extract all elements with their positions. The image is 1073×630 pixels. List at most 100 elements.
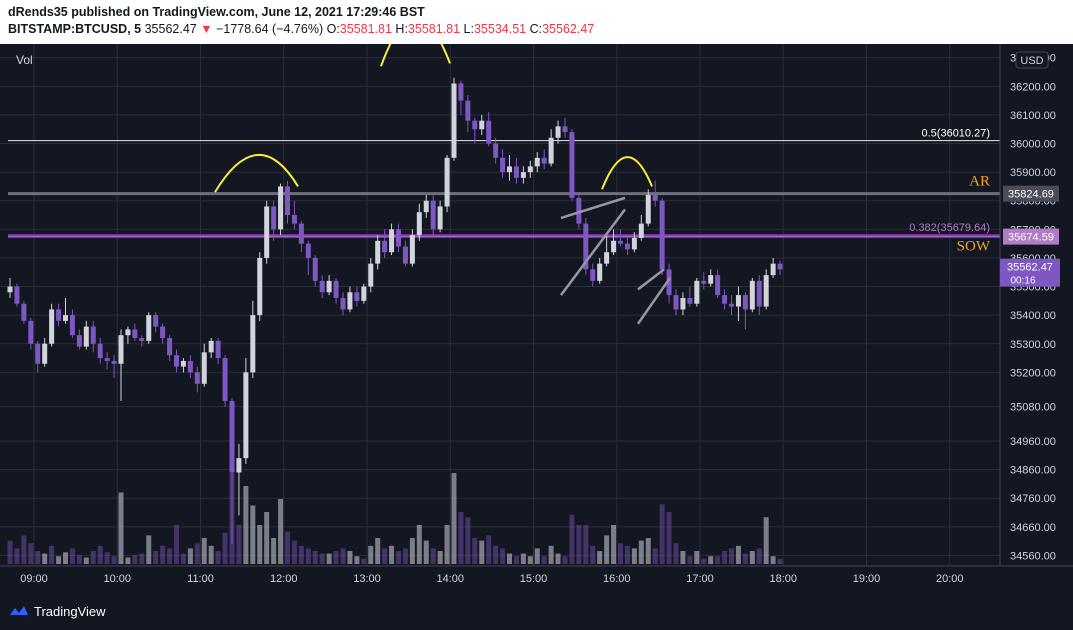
wedge-line [637,268,665,291]
price-tick-label: 35080.00 [1010,402,1056,414]
volume-bar [507,553,512,564]
volume-bar [451,473,457,564]
candle-body [548,137,554,164]
volume-bar [194,543,200,564]
candle-body [361,286,367,301]
candle-body [763,275,769,307]
candle-body [97,343,103,359]
volume-bar [90,551,96,564]
candle-body [347,292,353,310]
tradingview-icon [10,606,28,615]
volume-bar [541,556,547,564]
candle-body [167,338,173,356]
volume-bar [569,514,575,564]
price-axis[interactable] [1000,44,1073,594]
volume-bar [409,538,415,564]
candle-body [652,195,658,201]
volume-bar [139,553,145,564]
candle-body [624,243,630,250]
price-tick-label: 36000.00 [1010,139,1056,151]
volume-bar [472,538,478,564]
high-label: H: [395,22,408,36]
volume-bar [631,548,637,564]
annotation-arc [214,153,299,193]
volume-bar [389,545,395,564]
currency-badge[interactable] [1015,51,1049,69]
volume-bar [35,551,41,564]
volume-bar [146,535,152,564]
volume-bar [250,505,256,564]
candle-body [111,360,117,364]
candle-body [729,303,734,307]
volume-bar [319,553,325,564]
close-label: C: [529,22,543,36]
volume-bar [396,551,401,564]
candle-body [465,100,471,121]
candle-body [770,263,776,276]
candle-body [333,280,339,298]
close-value: 35562.47 [542,22,595,36]
candle-body [583,223,589,270]
candle-body [742,295,748,310]
volume-bar [687,556,693,564]
candle-body [708,275,714,284]
candle-body [479,120,485,130]
candle-body [291,215,297,224]
candle-body [493,143,499,158]
candle-body [451,83,457,158]
candle-body [236,458,242,473]
candle-body [375,240,381,264]
tradingview-logo[interactable]: TradingView [8,603,106,619]
open-value: 35581.81 [339,22,392,36]
time-tick-label: 16:00 [603,573,631,585]
price-chart[interactable]: 0.5(36010.27) AR 0.382(35679.64) SOW Vol 3456… [0,44,1073,594]
symbol-label[interactable]: BITSTAMP:BTCUSD, 5 [8,22,142,36]
fib-label: 0.382(35679.64) [909,222,990,234]
candle-body [645,195,651,224]
candle-body [132,329,138,339]
volume-bar [278,499,284,564]
volume-bar [187,548,193,564]
volume-bar [361,558,367,564]
price-tick-label: 34560.00 [1010,550,1056,562]
candle-body [618,240,623,244]
volume-bar [132,554,138,564]
candle-body [83,326,89,347]
time-tick-label: 12:00 [270,573,298,585]
candle-body [777,263,783,270]
wedge-line [560,196,626,220]
wedge-line [559,208,627,296]
candle-body [104,358,110,361]
candle-body [437,206,443,230]
volume-bar [583,525,589,564]
candle-body [472,120,478,130]
candle-body [368,263,374,287]
volume-bar [208,545,214,564]
candle-body [631,237,637,250]
volume-bar [458,512,464,564]
annotation-arc [601,156,653,190]
currency-label: USD [1020,55,1043,67]
time-tick-label: 14:00 [436,573,464,585]
axis-level-tag [1003,228,1059,245]
price-tick-label: 34960.00 [1010,436,1056,448]
volume-bar [486,535,492,564]
candle-body [722,295,728,304]
candle-body [271,206,277,230]
volume-label: Vol [16,53,33,67]
volume-bar [222,532,228,564]
volume-bar [493,545,499,564]
candle-body [28,320,34,344]
volume-bar [271,538,277,564]
candle-body [416,212,422,236]
volume-bar [597,551,603,564]
volume-bar [708,556,714,564]
candle-body [659,200,665,270]
price-change: −1778.64 (−4.76%) [216,22,324,36]
candle-body [305,243,311,258]
candle-body [486,120,492,144]
volume-bar [749,551,755,564]
time-tick-label: 18:00 [769,573,797,585]
candle-body [257,257,263,316]
volume-bar [729,548,734,564]
